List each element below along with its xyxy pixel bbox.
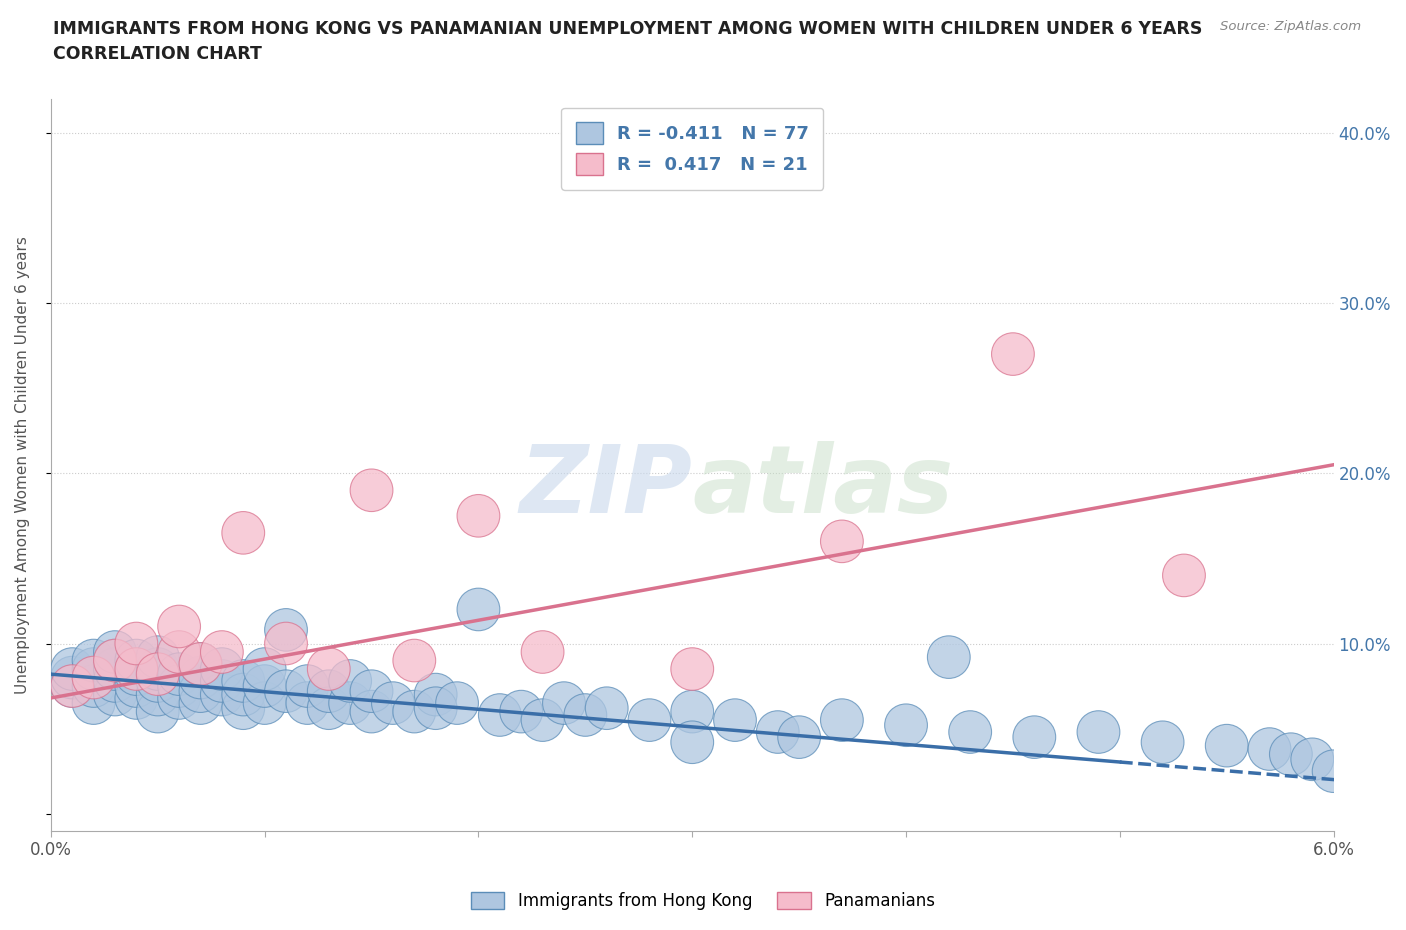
Y-axis label: Unemployment Among Women with Children Under 6 years: Unemployment Among Women with Children U… (15, 236, 30, 694)
Legend: R = -0.411   N = 77, R =  0.417   N = 21: R = -0.411 N = 77, R = 0.417 N = 21 (561, 108, 824, 190)
Text: IMMIGRANTS FROM HONG KONG VS PANAMANIAN UNEMPLOYMENT AMONG WOMEN WITH CHILDREN U: IMMIGRANTS FROM HONG KONG VS PANAMANIAN … (53, 20, 1202, 38)
Text: atlas: atlas (692, 441, 953, 533)
Text: ZIP: ZIP (519, 441, 692, 533)
Legend: Immigrants from Hong Kong, Panamanians: Immigrants from Hong Kong, Panamanians (464, 885, 942, 917)
Text: Source: ZipAtlas.com: Source: ZipAtlas.com (1220, 20, 1361, 33)
Text: CORRELATION CHART: CORRELATION CHART (53, 45, 263, 62)
